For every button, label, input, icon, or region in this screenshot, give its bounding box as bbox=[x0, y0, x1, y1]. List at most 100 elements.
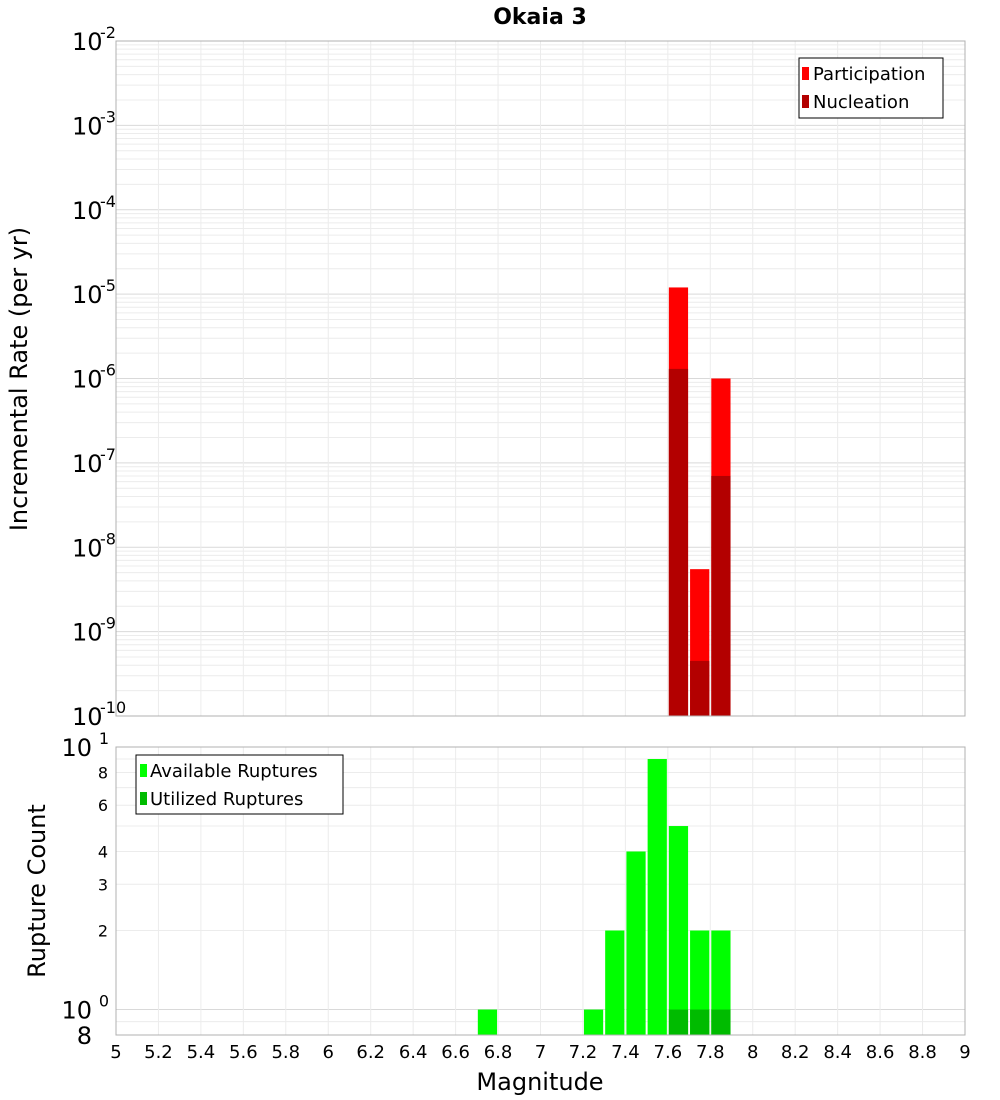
y-tick-base: 10 bbox=[72, 534, 103, 562]
y-tick-exponent: -6 bbox=[100, 361, 116, 380]
bottom-bars bbox=[477, 759, 731, 1035]
x-tick-label: 6.2 bbox=[356, 1042, 385, 1063]
y-tick-label: 6 bbox=[98, 796, 108, 815]
bar-available-ruptures bbox=[647, 759, 667, 1035]
legend-label-utilized: Utilized Ruptures bbox=[150, 789, 303, 810]
y-tick: 10-4 bbox=[72, 192, 116, 225]
chart-title: Okaia 3 bbox=[493, 5, 587, 30]
x-tick-label: 7.8 bbox=[696, 1042, 725, 1063]
legend-label-nucleation: Nucleation bbox=[813, 92, 909, 113]
x-tick-label: 7.4 bbox=[611, 1042, 640, 1063]
y-tick-base: 10 bbox=[61, 997, 92, 1025]
y-tick-major: 10 0 bbox=[61, 992, 109, 1025]
x-tick-label: 6 bbox=[323, 1042, 334, 1063]
y-tick: 10-2 bbox=[72, 23, 116, 56]
y-tick: 10-7 bbox=[72, 445, 116, 478]
y-tick-base: 10 bbox=[72, 450, 103, 478]
bottom-legend-box bbox=[135, 754, 344, 815]
bar-nucleation bbox=[668, 368, 689, 716]
bar-utilized-ruptures bbox=[711, 1009, 731, 1035]
bar-available-ruptures bbox=[668, 826, 689, 1035]
x-tick-label: 7.6 bbox=[654, 1042, 683, 1063]
y-tick-exponent: -8 bbox=[100, 529, 116, 548]
y-tick-base: 10 bbox=[72, 619, 103, 647]
x-tick-label: 8.8 bbox=[908, 1042, 937, 1063]
x-tick-label: 8.4 bbox=[823, 1042, 852, 1063]
bar-utilized-ruptures bbox=[690, 1009, 710, 1035]
legend-label-available: Available Ruptures bbox=[150, 761, 318, 782]
bar-available-ruptures bbox=[690, 930, 710, 1035]
bar-available-ruptures bbox=[605, 930, 625, 1035]
y-tick-major: 8 bbox=[77, 1022, 92, 1050]
x-tick-label: 6.4 bbox=[399, 1042, 428, 1063]
bar-nucleation bbox=[711, 475, 731, 716]
x-tick-label: 7.2 bbox=[569, 1042, 598, 1063]
y-tick: 10-8 bbox=[72, 529, 116, 562]
bottom-y-axis-label: Rupture Count bbox=[23, 804, 51, 978]
x-tick-label: 6.8 bbox=[484, 1042, 513, 1063]
legend-swatch-nucleation bbox=[802, 95, 809, 108]
top-plot-border bbox=[115, 40, 966, 717]
legend-label-participation: Participation bbox=[813, 64, 925, 85]
y-tick-label: 3 bbox=[98, 875, 108, 894]
legend-swatch-available bbox=[140, 764, 147, 777]
y-tick-exponent: -5 bbox=[100, 276, 116, 295]
bar-nucleation bbox=[690, 660, 710, 716]
bar-available-ruptures bbox=[477, 1009, 498, 1035]
y-tick-exponent: 1 bbox=[99, 729, 109, 748]
y-tick-label: 4 bbox=[98, 842, 108, 861]
top-grid bbox=[115, 41, 966, 717]
legend-swatch-participation bbox=[802, 67, 809, 80]
x-tick-label: 5.8 bbox=[271, 1042, 300, 1063]
x-tick-label: 7 bbox=[535, 1042, 546, 1063]
x-tick-label: 8.6 bbox=[866, 1042, 895, 1063]
y-tick-base: 10 bbox=[61, 734, 92, 762]
y-tick: 10-5 bbox=[72, 276, 116, 309]
y-tick-base: 10 bbox=[72, 703, 103, 731]
bar-available-ruptures bbox=[583, 1009, 604, 1035]
y-tick-exponent: 0 bbox=[99, 992, 109, 1011]
y-tick-exponent: -7 bbox=[100, 445, 116, 464]
y-tick-base: 10 bbox=[72, 281, 103, 309]
y-tick-exponent: -9 bbox=[100, 614, 116, 633]
y-tick: 10-10 bbox=[72, 698, 126, 731]
y-tick-label: 2 bbox=[98, 922, 108, 941]
y-tick: 10-6 bbox=[72, 361, 116, 394]
y-tick-major: 10 1 bbox=[61, 729, 109, 762]
top-bars bbox=[668, 287, 731, 716]
y-tick-exponent: -10 bbox=[100, 698, 126, 717]
x-tick-label: 5.2 bbox=[144, 1042, 173, 1063]
x-tick-label: 5 bbox=[110, 1042, 121, 1063]
top-y-ticks: 10-210-310-410-510-610-710-810-910-10 bbox=[72, 23, 126, 731]
y-tick: 10-3 bbox=[72, 107, 116, 140]
x-tick-label: 5.6 bbox=[229, 1042, 258, 1063]
y-tick-exponent: -3 bbox=[100, 107, 116, 126]
x-tick-label: 6.6 bbox=[441, 1042, 470, 1063]
x-ticks: 5 5.2 5.4 5.6 5.8 6 6.2 6.4 6.6 6.8 7 7.2 7.4 7.6 7.8 8… bbox=[110, 1042, 970, 1063]
x-tick-label: 8.2 bbox=[781, 1042, 810, 1063]
bar-available-ruptures bbox=[711, 930, 731, 1035]
top-legend: Participation Nucleation bbox=[798, 57, 944, 119]
x-tick-label: 8 bbox=[747, 1042, 758, 1063]
x-tick-label: 5.4 bbox=[187, 1042, 216, 1063]
legend-swatch-utilized bbox=[140, 792, 147, 805]
x-tick-label: 9 bbox=[959, 1042, 970, 1063]
y-tick-base: 10 bbox=[72, 366, 103, 394]
top-y-axis-label: Incremental Rate (per yr) bbox=[5, 227, 33, 531]
bottom-plot-border bbox=[115, 746, 966, 1036]
bar-utilized-ruptures bbox=[668, 1009, 689, 1035]
y-tick: 10-9 bbox=[72, 614, 116, 647]
y-tick-base: 10 bbox=[72, 28, 103, 56]
y-tick-label: 8 bbox=[98, 763, 108, 782]
y-tick-base: 10 bbox=[72, 197, 103, 225]
y-tick-base: 8 bbox=[77, 1022, 92, 1050]
bar-available-ruptures bbox=[626, 851, 646, 1035]
y-tick-exponent: -4 bbox=[100, 192, 116, 211]
y-tick-base: 10 bbox=[72, 112, 103, 140]
top-panel: 10-210-310-410-510-610-710-810-910-10 In… bbox=[5, 23, 966, 731]
x-axis-label: Magnitude bbox=[476, 1068, 603, 1096]
top-legend-box bbox=[798, 57, 944, 119]
